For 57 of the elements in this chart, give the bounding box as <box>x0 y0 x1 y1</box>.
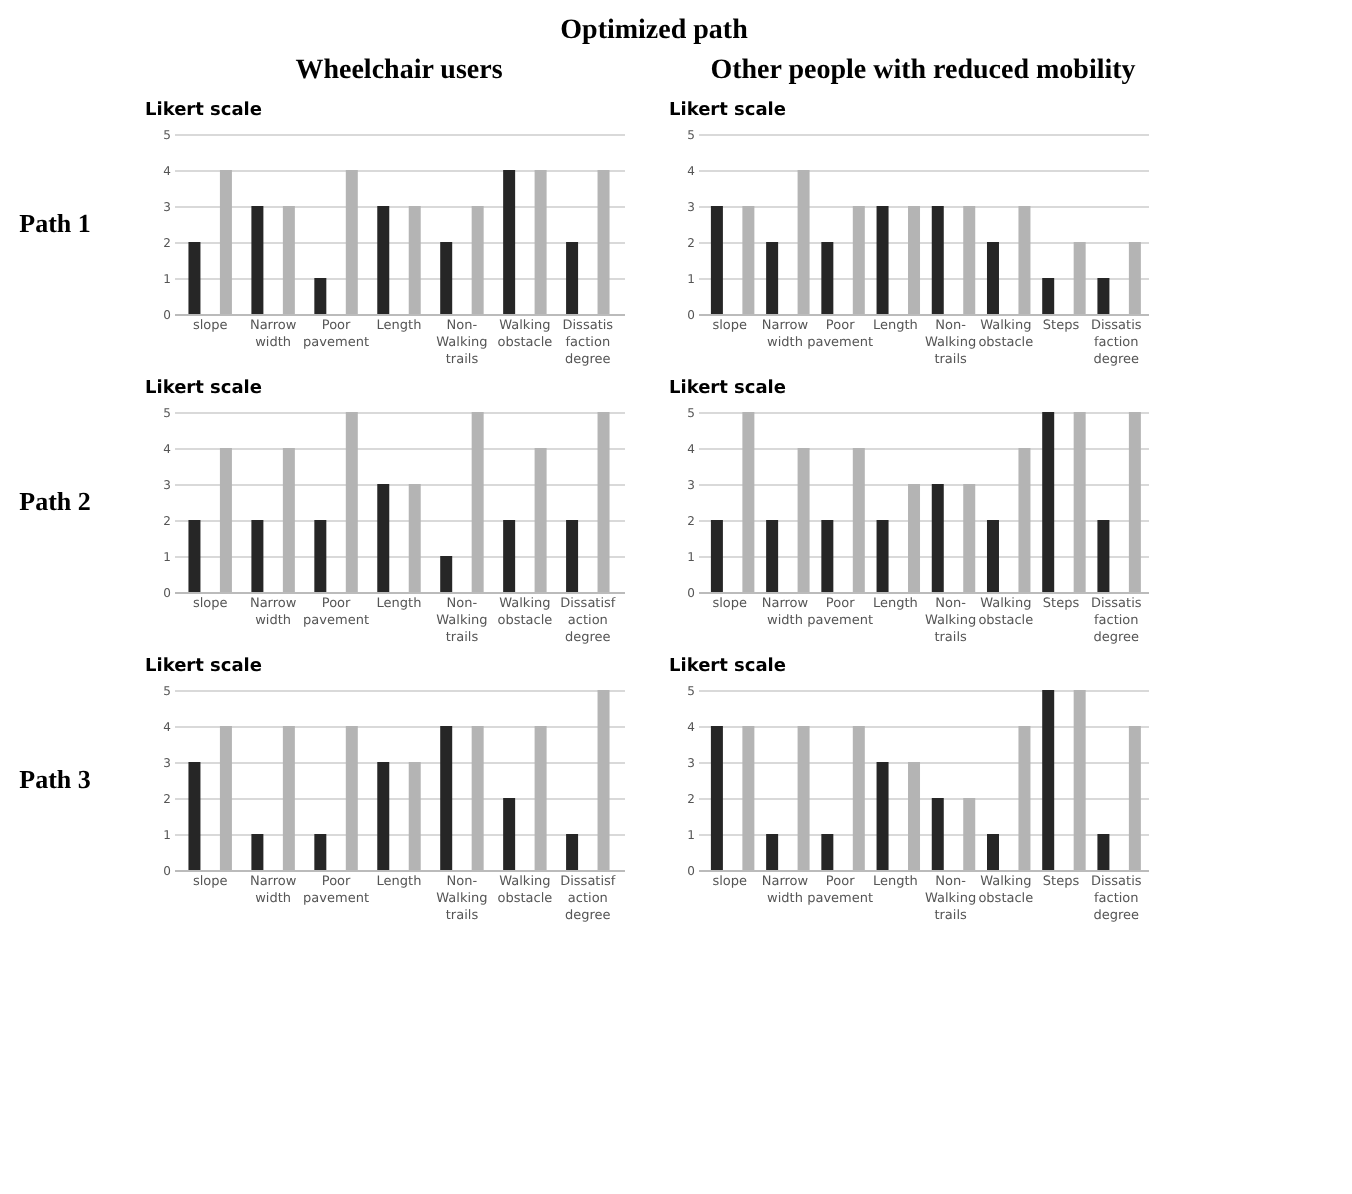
bar <box>314 278 327 314</box>
bar <box>766 520 779 592</box>
bar <box>986 520 999 592</box>
bar <box>1042 412 1055 592</box>
bar <box>1042 690 1055 870</box>
bar <box>503 520 516 592</box>
bar <box>503 798 516 870</box>
bar <box>314 834 327 870</box>
bar <box>251 834 264 870</box>
y-axis-title: Likert scale <box>145 379 262 399</box>
bar <box>1042 278 1055 314</box>
bar <box>188 762 201 870</box>
y-axis-title: Likert scale <box>145 657 262 677</box>
bar <box>1097 834 1110 870</box>
bar <box>710 206 723 314</box>
bar <box>876 762 889 870</box>
bar <box>986 834 999 870</box>
y-axis-title: Likert scale <box>669 379 786 399</box>
bar <box>377 206 390 314</box>
bar <box>876 206 889 314</box>
bar <box>440 556 453 592</box>
bar <box>821 834 834 870</box>
bar <box>251 520 264 592</box>
bar <box>986 242 999 314</box>
bar <box>566 242 579 314</box>
bar <box>766 834 779 870</box>
bar <box>440 726 453 870</box>
text: Path 3 <box>19 764 92 794</box>
bar <box>821 242 834 314</box>
y-axis-title: Likert scale <box>145 101 262 121</box>
y-axis-title: Likert scale <box>669 657 786 677</box>
bar <box>440 242 453 314</box>
bar <box>931 484 944 592</box>
bar <box>1097 520 1110 592</box>
y-axis-title: Likert scale <box>669 101 786 121</box>
chart-subtitle: Wheelchair users <box>295 56 504 86</box>
bar <box>188 520 201 592</box>
text: Path 1 <box>19 208 91 238</box>
bar <box>931 798 944 870</box>
bar <box>503 170 516 314</box>
bar <box>821 520 834 592</box>
bar <box>251 206 264 314</box>
bar <box>566 834 579 870</box>
bar <box>766 242 779 314</box>
bar <box>1097 278 1110 314</box>
bar <box>566 520 579 592</box>
bar <box>876 520 889 592</box>
text: Path 2 <box>19 486 91 516</box>
bar <box>710 520 723 592</box>
bar <box>314 520 327 592</box>
bar <box>377 762 390 870</box>
bar <box>188 242 201 314</box>
chart-subtitle: Other people with reduced mobility <box>710 56 1136 86</box>
chart-title: Optimized path <box>560 16 749 46</box>
bar <box>931 206 944 314</box>
bar <box>710 726 723 870</box>
bar <box>377 484 390 592</box>
